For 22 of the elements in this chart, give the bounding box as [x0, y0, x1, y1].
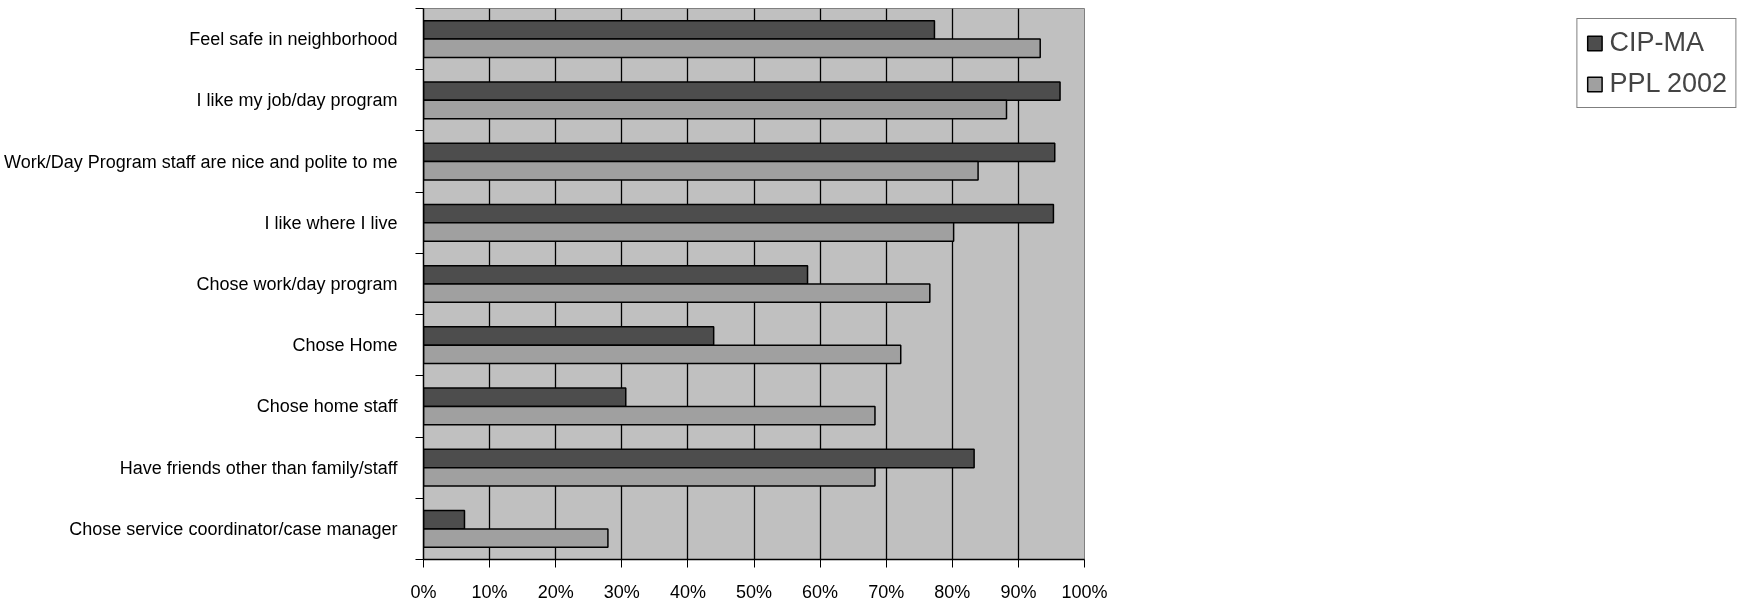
x-tick-label: 100%: [1061, 581, 1108, 602]
x-tick-label: 40%: [669, 581, 706, 602]
x-tick-label: 0%: [410, 581, 437, 602]
y-tick-label: Chose work/day program: [196, 274, 398, 294]
y-tick-label: Chose Home: [292, 335, 398, 356]
x-tick-label: 80%: [934, 581, 971, 602]
y-tick-label: I like where I live: [264, 212, 398, 233]
legend-label: CIP-MA: [1609, 27, 1704, 58]
x-tick-label: 70%: [868, 581, 905, 602]
y-tick-label: Feel safe in neighborhood: [189, 29, 398, 50]
x-tick-label: 20%: [537, 581, 574, 602]
x-tick-label: 30%: [603, 581, 640, 602]
y-tick-label: Chose home staff: [256, 396, 399, 417]
x-tick-label: 10%: [471, 581, 508, 602]
y-tick-label: Work/Day Program staff are nice and polite to me: [3, 151, 398, 172]
y-tick-label: I like my job/day program: [196, 90, 398, 111]
x-tick-label: 60%: [802, 581, 839, 602]
legend-label: PPL 2002: [1609, 68, 1727, 99]
x-tick-label: 50%: [735, 581, 773, 602]
y-tick-label: Chose service coordinator/case manager: [69, 518, 398, 539]
x-tick-label: 90%: [1000, 581, 1037, 602]
y-tick-label: Have friends other than family/staff: [119, 457, 399, 478]
